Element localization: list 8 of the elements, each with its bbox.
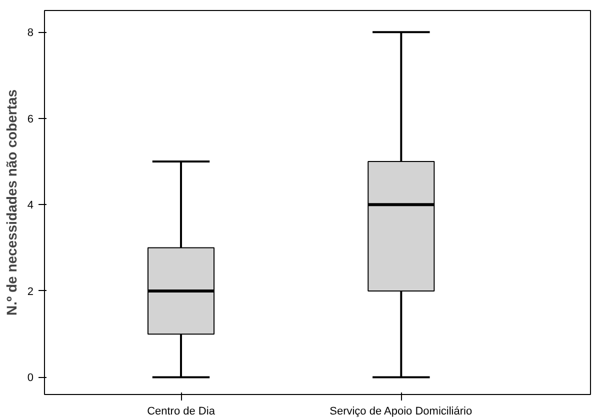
y-tick-label: 6 xyxy=(27,113,34,126)
x-tick-label: Centro de Dia xyxy=(147,406,216,418)
x-tick-label: Serviço de Apoio Domiciliário xyxy=(330,406,472,418)
y-tick-label: 2 xyxy=(27,286,34,298)
y-tick-label: 0 xyxy=(27,372,34,384)
y-tick-label: 4 xyxy=(27,200,34,212)
y-tick-label: 8 xyxy=(27,27,34,40)
y-axis-title: N.º de necessidades não cobertas xyxy=(3,89,20,316)
